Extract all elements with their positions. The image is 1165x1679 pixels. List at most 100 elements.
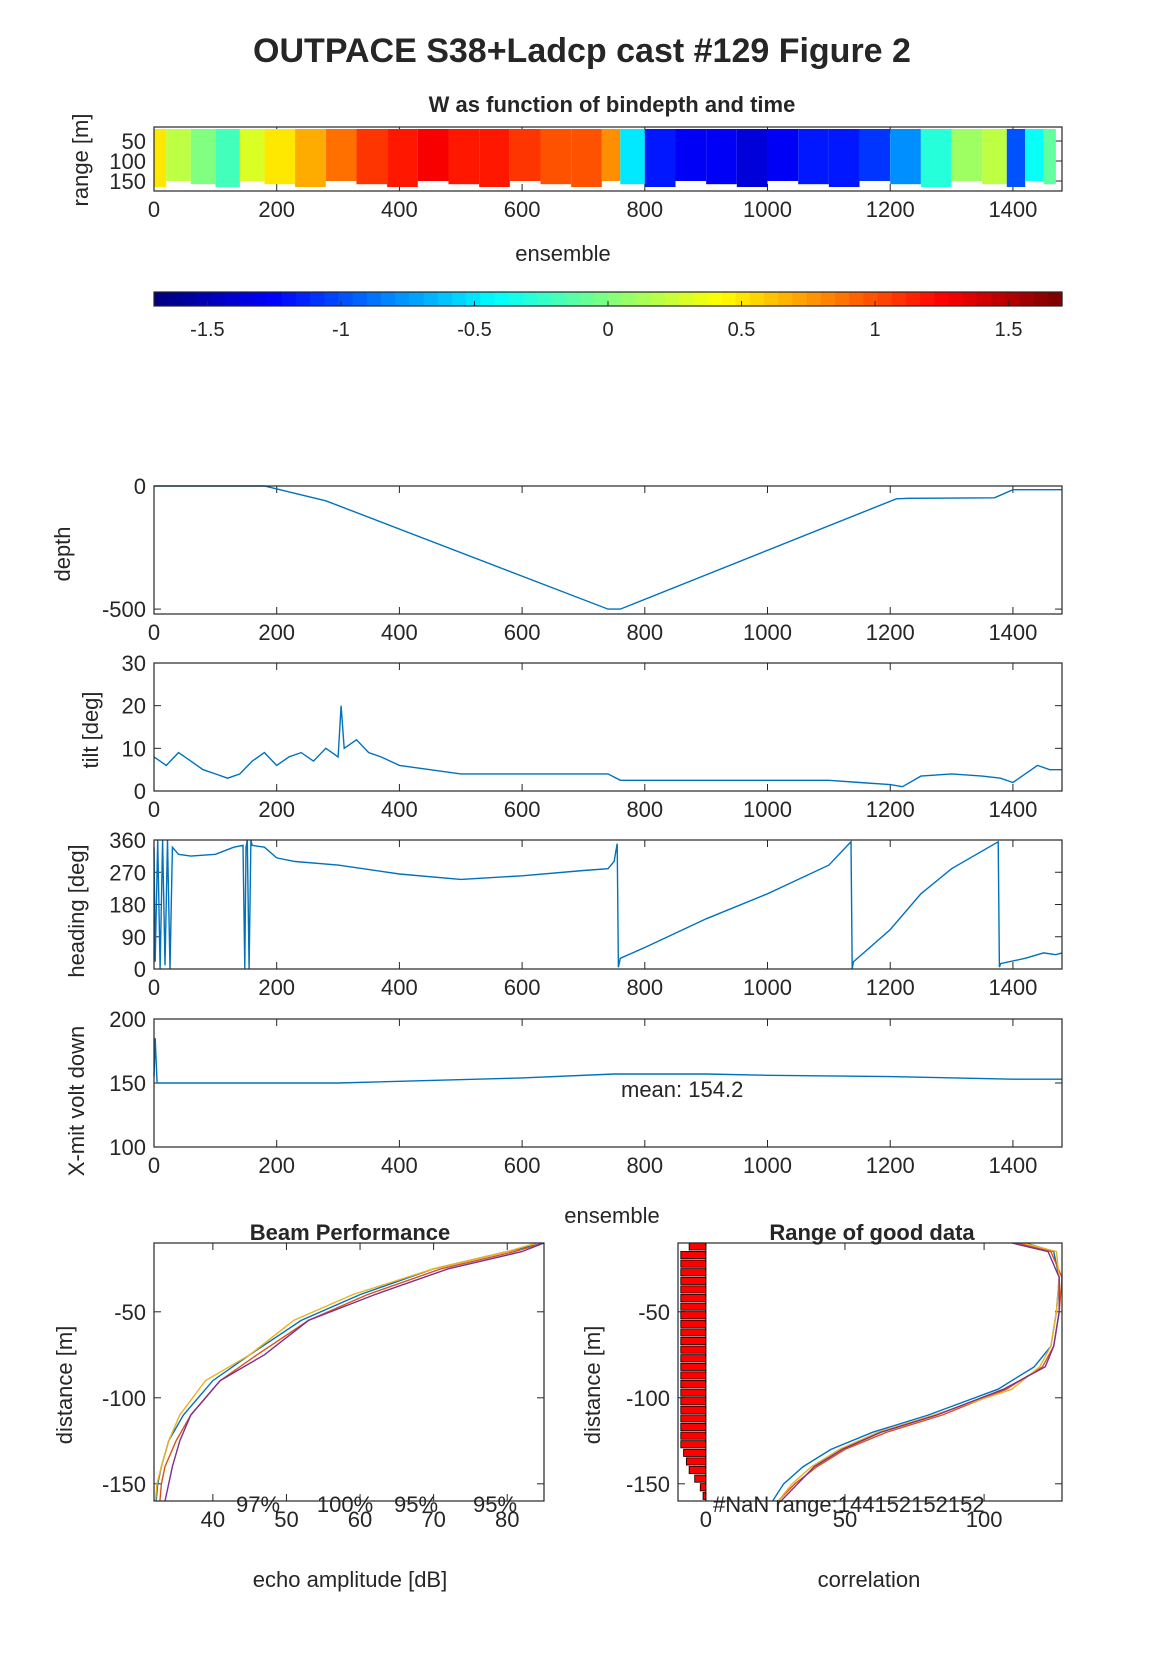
range-bar: [699, 1483, 707, 1492]
w-heatmap-cell: [264, 129, 296, 185]
w-ytick-label: 50: [122, 129, 146, 154]
colorbar-swatch: [295, 292, 311, 306]
rangegood-ytick-label: -50: [638, 1300, 670, 1325]
colorbar-swatch: [281, 292, 297, 306]
w-heatmap-cell: [295, 129, 326, 187]
colorbar-swatch: [324, 292, 340, 306]
colorbar-tick-label: -0.5: [457, 319, 491, 341]
depth-axes-frame: [153, 485, 1063, 615]
tilt-xtick-label: 1200: [866, 797, 915, 822]
colorbar-swatch: [437, 292, 453, 306]
range-xlabel: correlation: [818, 1567, 921, 1592]
beam-percent-4: 95%: [473, 1492, 517, 1517]
range-title: Range of good data: [769, 1220, 975, 1245]
beam-ytick-label: -150: [102, 1472, 146, 1497]
colorbar-swatch: [650, 292, 666, 306]
range-bar: [680, 1251, 707, 1260]
w-heatmap-cell: [479, 129, 510, 187]
w-heatmap-cell: [736, 129, 768, 187]
beam-xtick-label: 70: [421, 1507, 445, 1532]
w-xtick-label: 400: [381, 197, 418, 222]
colorbar-swatch: [991, 292, 1006, 306]
heading-series-line-1: [153, 839, 1063, 970]
volt-ytick-label: 100: [109, 1135, 146, 1160]
range-bar: [680, 1276, 707, 1285]
volt-xtick-label: 200: [258, 1153, 295, 1178]
w-heatmap-cell: [890, 129, 921, 185]
volt-ylabel: X-mit volt down: [64, 1026, 89, 1176]
range-bar: [680, 1268, 707, 1277]
range-bar: [680, 1345, 707, 1354]
range-bar: [680, 1294, 707, 1303]
beam-series-line-4: [164, 1242, 545, 1502]
range-bar: [680, 1328, 707, 1337]
colorbar-swatch: [579, 292, 595, 306]
range-bar: [680, 1319, 707, 1328]
colorbar-swatch: [267, 292, 283, 306]
tilt-ytick-label: 10: [122, 736, 146, 761]
tilt-ylabel: tilt [deg]: [78, 691, 103, 768]
heading-ylabel: heading [deg]: [64, 844, 89, 977]
volt-xtick-label: 1200: [866, 1153, 915, 1178]
colorbar-swatch: [366, 292, 382, 306]
colorbar-swatch: [948, 292, 964, 306]
depth-xtick-label: 1400: [988, 620, 1037, 645]
w-heatmap-cell: [644, 129, 676, 187]
range-bar: [680, 1431, 707, 1440]
beam-xtick-label: 40: [201, 1507, 225, 1532]
colorbar-swatch: [196, 292, 212, 306]
w-heatmap-panel: W as function of bindepth and time ensem…: [68, 92, 1063, 266]
colorbar-swatch: [877, 292, 893, 306]
volt-xtick-label: 1400: [988, 1153, 1037, 1178]
heading-ytick-label: 360: [109, 828, 146, 853]
range-bar: [680, 1397, 707, 1406]
w-xtick-label: 1400: [988, 197, 1037, 222]
depth-xtick-label: 800: [626, 620, 663, 645]
colorbar-panel: -1.5 -1 -0.5 0 0.5 1 1.5: [153, 291, 1063, 341]
tilt-ytick-label: 20: [122, 694, 146, 719]
w-heatmap-cell: [828, 129, 860, 187]
colorbar-swatch: [721, 292, 737, 306]
colorbar-swatch: [934, 292, 950, 306]
depth-xtick-label: 600: [504, 620, 541, 645]
range-bar: [680, 1414, 707, 1423]
colorbar-swatch: [835, 292, 850, 306]
w-heatmap-cell: [448, 129, 480, 185]
colorbar-swatch: [905, 292, 921, 306]
volt-panel: X-mit volt down ensemble mean: 154.2 0 20…: [64, 1007, 1063, 1228]
beam-series-line-3: [154, 1242, 537, 1502]
rangegood-series-line-1: [772, 1242, 1060, 1502]
volt-series-line-1: [153, 1038, 1062, 1084]
w-heatmap-cell: [620, 129, 645, 185]
beam-percent-1: 97%: [236, 1492, 280, 1517]
range-bar: [688, 1242, 707, 1251]
tilt-panel: tilt [deg] 0 200 400 600 800 1000 1200 1400 0 10 2…: [78, 651, 1063, 822]
w-heatmap-cell: [982, 129, 1007, 185]
colorbar-swatch: [764, 292, 779, 306]
colorbar-swatch: [224, 292, 240, 306]
rangegood-axes-frame: [677, 1242, 1063, 1502]
colorbar-swatch: [182, 292, 198, 306]
tilt-xtick-label: 400: [381, 797, 418, 822]
range-bar: [680, 1337, 707, 1346]
w-title: W as function of bindepth and time: [429, 92, 796, 117]
tilt-axes-frame: [153, 662, 1063, 792]
range-bar: [680, 1302, 707, 1311]
colorbar-swatch: [778, 292, 794, 306]
colorbar-swatch: [239, 292, 254, 306]
tilt-ytick-label: 30: [122, 651, 146, 676]
colorbar-swatch: [693, 292, 708, 306]
colorbar-swatch: [806, 292, 822, 306]
w-heatmap-cell: [509, 129, 541, 181]
colorbar-swatch: [168, 292, 183, 306]
w-heatmap-cell: [951, 129, 983, 181]
range-bar: [680, 1388, 707, 1397]
volt-xtick-label: 400: [381, 1153, 418, 1178]
colorbar-swatch: [749, 292, 765, 306]
w-heatmap-cell: [239, 129, 265, 181]
range-bar: [683, 1448, 707, 1457]
beam-percent-2: 100%: [317, 1492, 373, 1517]
range-bar: [680, 1285, 707, 1294]
colorbar-swatch: [310, 292, 325, 306]
colorbar-swatch: [352, 292, 368, 306]
